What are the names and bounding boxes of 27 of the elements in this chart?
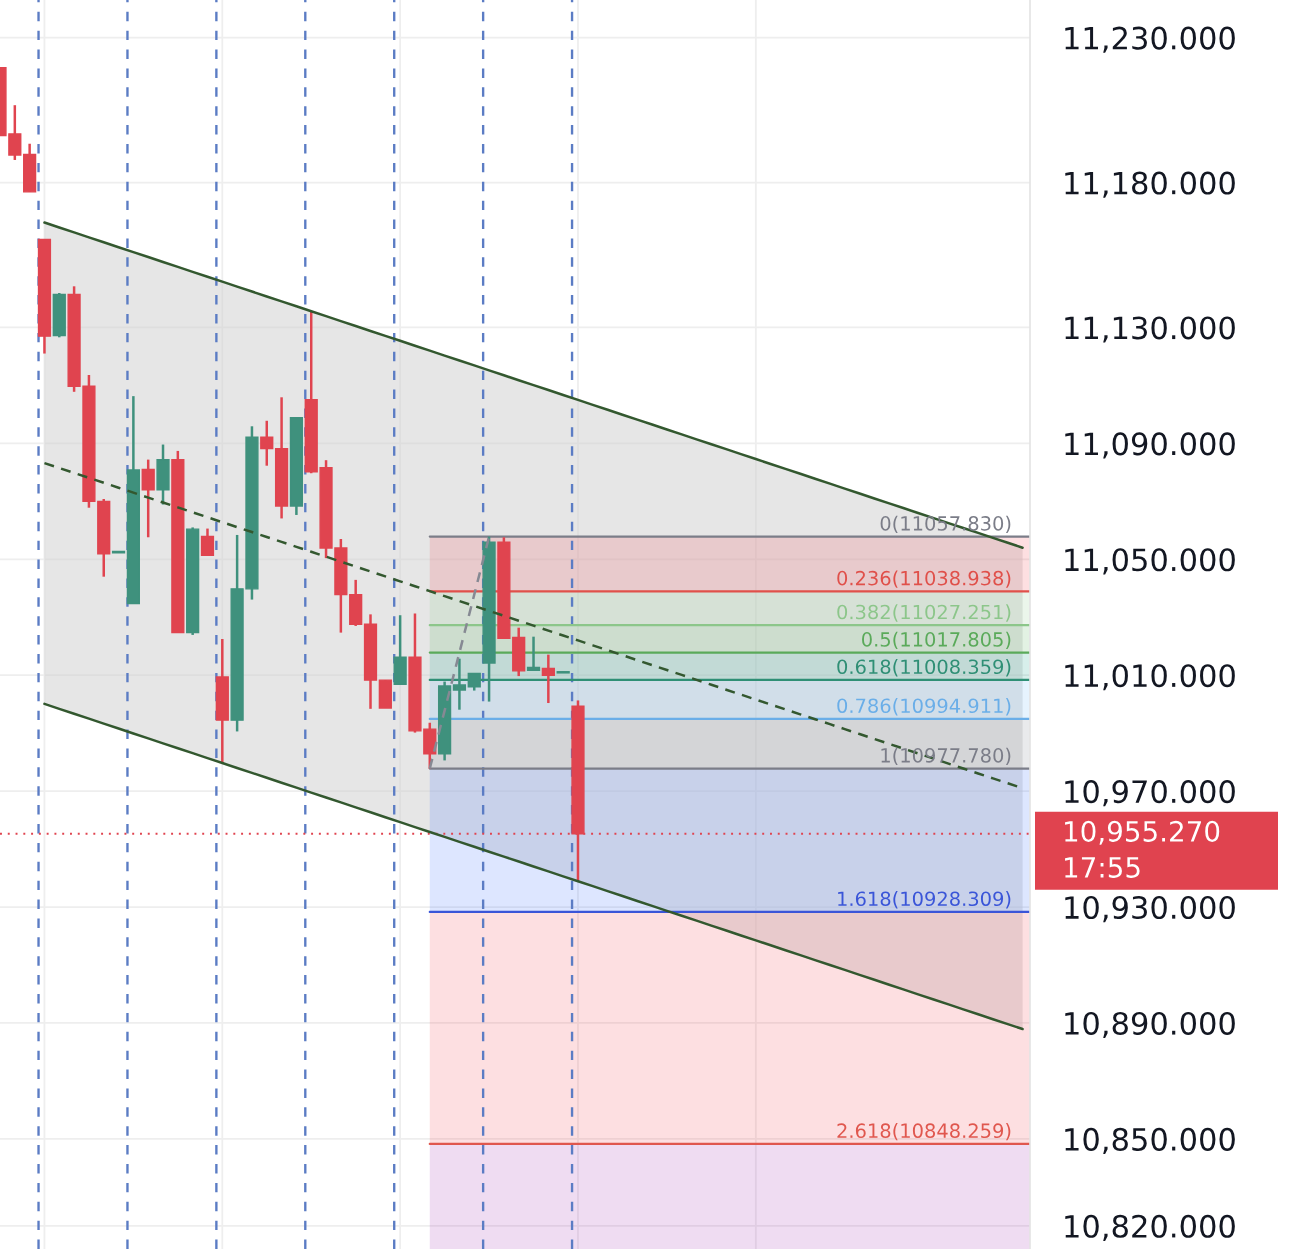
- candlestick: [200, 527, 215, 557]
- y-tick-label: 11,230.000: [1065, 26, 1235, 53]
- candlestick: [526, 635, 541, 673]
- ref-line-label: 0.786(10994.911): [837, 698, 1011, 716]
- ref-line-label: 0.382(11027.251): [837, 604, 1011, 622]
- y-tick-label: 11,090.000: [1065, 432, 1235, 459]
- line-series: [43, 221, 1024, 549]
- ref-line-label: 0.5(11017.805): [862, 631, 1011, 650]
- y-tick-label: 10,930.000: [1065, 895, 1235, 923]
- ref-line-label: 10,955.270: [1065, 820, 1220, 845]
- candlestick: [260, 419, 274, 467]
- candlestick: [452, 657, 467, 711]
- ref-line-label: 0.618(11008.359): [837, 659, 1011, 677]
- text: 17:55: [1065, 857, 1140, 878]
- y-tick-label: 11,130.000: [1065, 316, 1235, 343]
- y-tick-label: 10,890.000: [1065, 1011, 1235, 1039]
- y-tick-label: 10,850.000: [1065, 1127, 1235, 1155]
- ref-line-label: 1.618(10928.309): [838, 891, 1011, 909]
- y-tick-label: 10,970.000: [1065, 780, 1235, 807]
- y-tick-label: 11,010.000: [1065, 664, 1235, 691]
- y-tick-label: 10,820.000: [1065, 1214, 1235, 1241]
- candlestick: [541, 653, 555, 705]
- ref-line-label: 2.618(10848.259): [837, 1123, 1011, 1141]
- candlestick: [141, 458, 155, 539]
- ref-line-label: 0.236(11038.938): [837, 570, 1011, 588]
- y-tick-label: 11,180.000: [1065, 171, 1235, 198]
- y-tick-label: 11,050.000: [1065, 548, 1235, 575]
